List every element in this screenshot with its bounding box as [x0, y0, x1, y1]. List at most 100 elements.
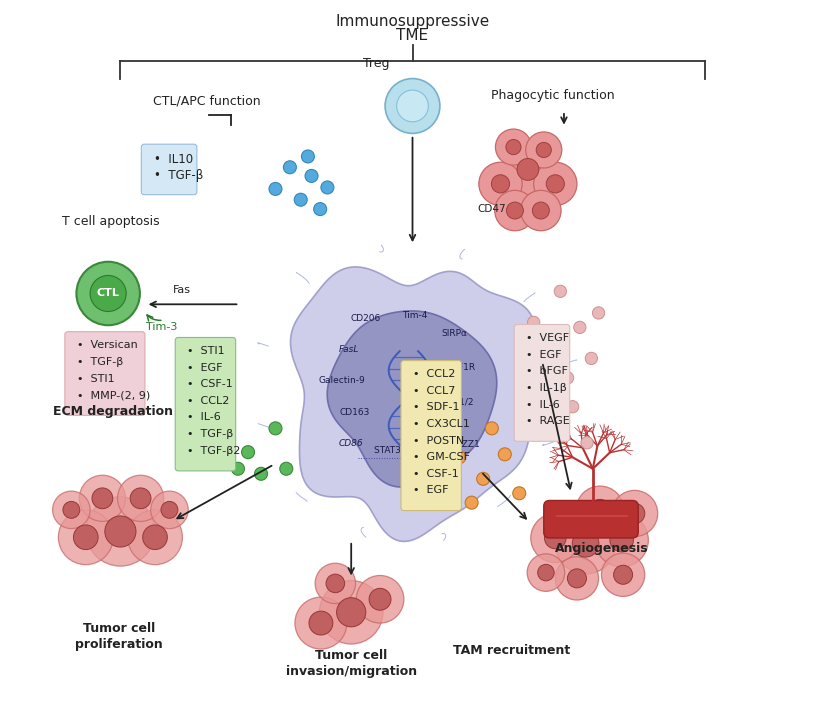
Text: •  TGF-β2: • TGF-β2 — [187, 446, 241, 455]
Text: CD163: CD163 — [340, 408, 370, 417]
Polygon shape — [328, 311, 497, 487]
Circle shape — [214, 451, 228, 463]
Circle shape — [527, 554, 564, 592]
Circle shape — [527, 316, 540, 329]
Text: •  CCL2: • CCL2 — [187, 396, 230, 406]
Circle shape — [478, 162, 522, 206]
Text: •  TGF-β: • TGF-β — [153, 169, 203, 182]
Circle shape — [269, 182, 282, 195]
Text: FasL: FasL — [339, 345, 359, 354]
Circle shape — [255, 467, 267, 480]
Circle shape — [554, 285, 567, 298]
Circle shape — [530, 383, 543, 395]
Circle shape — [232, 462, 244, 475]
Text: •  TGF-β: • TGF-β — [77, 357, 124, 367]
Text: •  GM-CSF: • GM-CSF — [413, 452, 470, 462]
Circle shape — [513, 487, 526, 500]
Text: STAT3, STAT6: STAT3, STAT6 — [375, 446, 433, 455]
Circle shape — [369, 589, 391, 610]
Text: •  SDF-1: • SDF-1 — [413, 403, 460, 413]
Circle shape — [625, 503, 645, 523]
Text: Fas: Fas — [172, 285, 191, 295]
Text: •  CCL7: • CCL7 — [413, 386, 455, 396]
Circle shape — [301, 150, 314, 163]
Text: CD206: CD206 — [351, 314, 381, 323]
FancyBboxPatch shape — [175, 337, 236, 471]
Text: Ym1/2: Ym1/2 — [446, 397, 474, 406]
Circle shape — [555, 513, 616, 574]
Text: CD47: CD47 — [478, 204, 507, 214]
Circle shape — [477, 472, 490, 485]
Circle shape — [92, 488, 113, 509]
Circle shape — [521, 190, 561, 231]
Circle shape — [562, 371, 573, 384]
Circle shape — [295, 597, 346, 649]
Circle shape — [305, 169, 318, 182]
Circle shape — [581, 437, 593, 449]
Circle shape — [495, 190, 535, 231]
Circle shape — [397, 90, 428, 122]
Circle shape — [105, 516, 136, 547]
Circle shape — [73, 525, 98, 550]
Text: Tim-4: Tim-4 — [402, 311, 427, 320]
Circle shape — [321, 181, 334, 194]
Circle shape — [465, 496, 478, 509]
Circle shape — [385, 79, 440, 133]
Text: CD86: CD86 — [339, 439, 364, 448]
Text: SIRPα: SIRPα — [441, 329, 467, 337]
Text: •  STI1: • STI1 — [77, 374, 115, 384]
Circle shape — [502, 143, 554, 195]
Circle shape — [614, 565, 633, 584]
Circle shape — [314, 203, 327, 216]
FancyBboxPatch shape — [65, 332, 145, 416]
Circle shape — [59, 510, 113, 565]
Text: •  VEGF: • VEGF — [526, 333, 569, 343]
Text: •  POSTN: • POSTN — [413, 436, 464, 445]
Circle shape — [542, 338, 554, 350]
Text: CTL/APC function: CTL/APC function — [153, 94, 261, 107]
Circle shape — [592, 307, 605, 319]
Text: •  IL-1β: • IL-1β — [526, 383, 568, 393]
Text: •  STI1: • STI1 — [187, 346, 225, 356]
Text: CTL: CTL — [97, 288, 120, 298]
Circle shape — [496, 129, 531, 165]
Text: Tim-3: Tim-3 — [146, 322, 177, 332]
Circle shape — [610, 529, 634, 552]
Circle shape — [536, 143, 551, 158]
Circle shape — [506, 140, 521, 155]
Circle shape — [326, 574, 345, 593]
Circle shape — [337, 598, 365, 627]
Text: T cell apoptosis: T cell apoptosis — [62, 215, 160, 228]
Text: •  IL-6: • IL-6 — [187, 413, 221, 423]
Circle shape — [526, 132, 562, 168]
Circle shape — [534, 162, 577, 206]
Text: ECM degradation: ECM degradation — [53, 405, 173, 418]
Circle shape — [573, 321, 586, 334]
Text: •  RAGE: • RAGE — [526, 416, 570, 426]
Circle shape — [448, 408, 461, 421]
Text: TAM recruitment: TAM recruitment — [454, 644, 571, 657]
Circle shape — [538, 564, 554, 581]
Text: •  CX3CL1: • CX3CL1 — [413, 419, 470, 429]
Circle shape — [544, 527, 566, 549]
Circle shape — [585, 353, 597, 364]
FancyBboxPatch shape — [401, 361, 461, 510]
Circle shape — [611, 490, 658, 536]
Circle shape — [492, 174, 510, 193]
Text: •  CSF-1: • CSF-1 — [413, 468, 459, 479]
Circle shape — [77, 262, 140, 325]
Circle shape — [90, 275, 126, 311]
Text: Galectin-9: Galectin-9 — [318, 376, 365, 384]
Circle shape — [498, 448, 512, 460]
FancyBboxPatch shape — [544, 500, 639, 538]
Circle shape — [117, 475, 163, 521]
Text: Treg: Treg — [363, 57, 389, 70]
Circle shape — [546, 174, 564, 193]
Circle shape — [517, 159, 539, 180]
Text: •  IL10: • IL10 — [153, 153, 193, 166]
Polygon shape — [290, 267, 535, 542]
Text: •  EGF: • EGF — [413, 485, 449, 495]
Circle shape — [315, 563, 356, 604]
Text: •  CSF-1: • CSF-1 — [187, 379, 233, 390]
Circle shape — [568, 569, 587, 588]
